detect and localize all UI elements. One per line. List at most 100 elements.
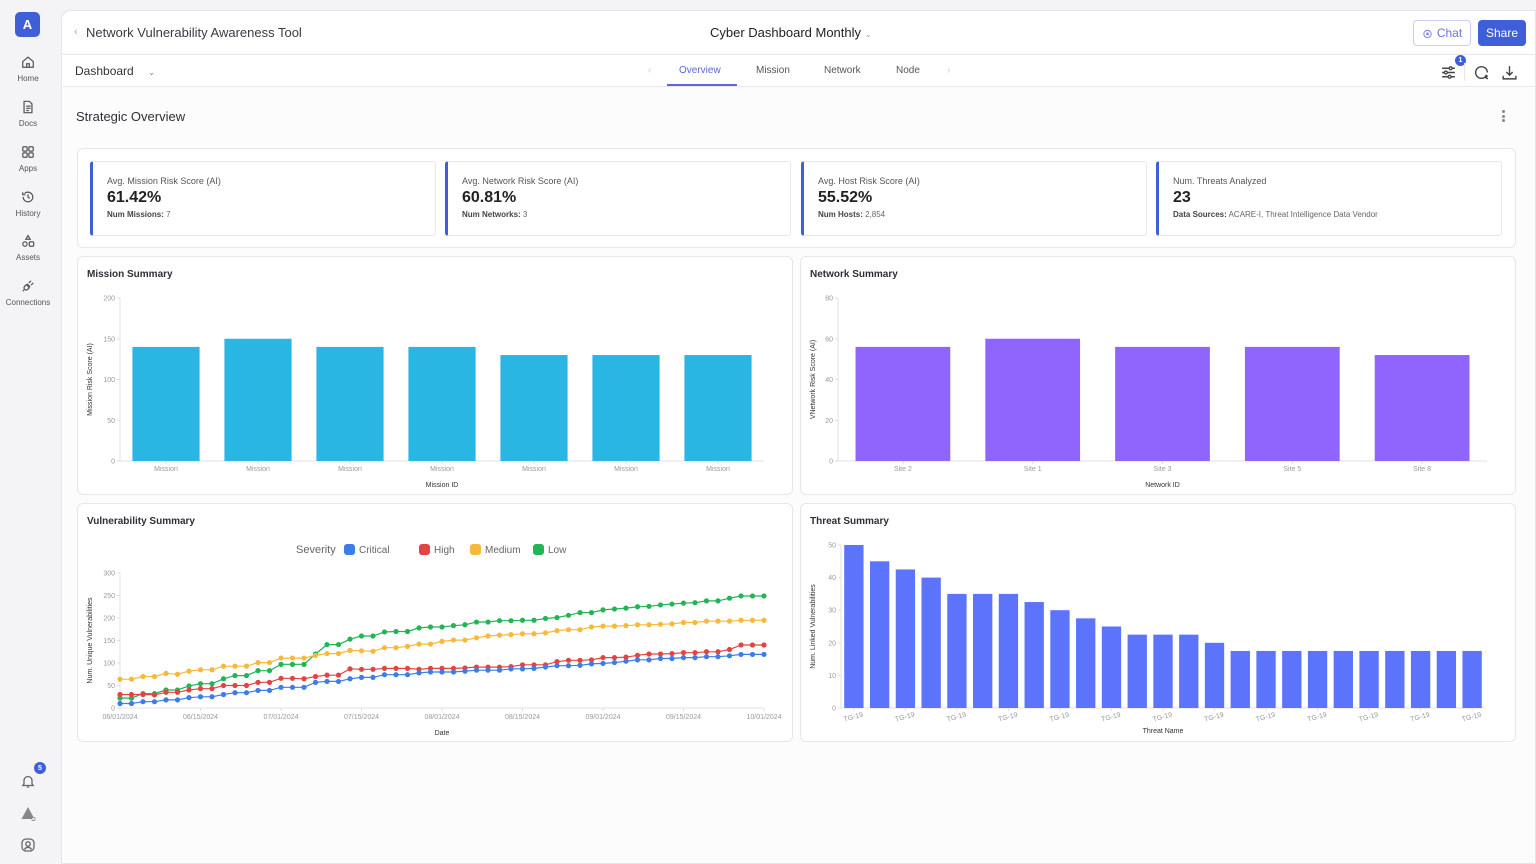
data-point-high [634,652,641,658]
data-point-low [657,602,664,608]
x-tick-label: TG-19 [1307,712,1328,724]
sidebar: A Home Docs Apps History Assets Connecti… [0,0,56,864]
bell-icon [21,775,35,788]
data-point-critical [450,669,457,675]
bar [895,569,916,708]
data-point-high [393,665,399,671]
data-point-critical [715,654,721,660]
add-comment-button[interactable] [1471,62,1491,82]
kpi-sub: Num Missions: 7 [107,210,421,219]
data-point-medium [151,673,158,680]
data-point-medium [232,663,238,669]
data-point-high [577,657,583,663]
x-tick-label: 10/01/2024 [746,714,781,721]
tab-scroll-right-icon[interactable]: › [947,65,951,76]
data-point-medium [657,621,664,627]
data-point-low [301,661,307,667]
data-point-medium [393,645,399,651]
data-point-medium [427,641,434,647]
alerts-button[interactable] [18,803,38,823]
data-point-medium [128,676,135,682]
sidebar-item-history[interactable]: History [0,190,56,218]
sidebar-item-docs[interactable]: Docs [0,100,56,128]
x-tick-label: Site 1 [1024,466,1042,473]
chat-button[interactable]: Chat [1413,20,1471,46]
data-point-high [600,655,606,661]
data-point-low [496,618,503,624]
x-tick-label: 09/01/2024 [585,714,620,721]
back-chevron-icon[interactable]: ‹ [74,26,78,38]
card-title: Network Summary [810,269,898,280]
data-point-low [255,668,261,674]
kpi-sub: Num Hosts: 2,854 [818,210,1132,219]
data-point-medium [738,617,744,623]
sidebar-item-assets[interactable]: Assets [0,234,56,262]
download-button[interactable] [1499,62,1519,82]
y-tick-label: 30 [828,608,836,615]
data-point-high [669,650,675,657]
data-point-low [600,607,606,613]
data-point-critical [117,700,123,707]
data-point-medium [669,621,675,627]
bar [1307,650,1328,708]
series-line-low [120,595,764,699]
data-point-critical [347,676,353,682]
sidebar-item-home[interactable]: Home [0,55,56,83]
data-point-medium [324,650,330,657]
tab-overview[interactable]: Overview [679,65,721,76]
dashboard-select[interactable]: Dashboard ⌄ [75,64,155,78]
data-point-high [565,657,572,663]
dashboard-title: Cyber Dashboard Monthly [710,25,862,40]
data-point-low [473,619,480,625]
data-point-high [117,691,123,698]
data-point-critical [209,694,215,700]
user-profile-button[interactable] [18,835,38,855]
data-point-low [232,673,238,679]
data-point-medium [209,667,215,673]
notifications-button[interactable] [18,771,38,791]
tab-node[interactable]: Node [896,65,920,76]
dashboard-title-dropdown[interactable]: Cyber Dashboard Monthly ⌄ [710,25,872,40]
sidebar-item-apps[interactable]: Apps [0,145,56,173]
kpi-row: Avg. Mission Risk Score (AI) 61.42% Num … [77,148,1516,248]
sidebar-item-label: Home [17,74,39,83]
share-button[interactable]: Share [1478,20,1526,46]
data-point-low [738,593,744,599]
kpi-card-mission-risk: Avg. Mission Risk Score (AI) 61.42% Num … [90,161,436,236]
data-point-critical [255,687,261,694]
x-tick-label: TG-19 [1101,712,1122,724]
legend-swatch [533,544,544,555]
sidebar-item-connections[interactable]: Connections [0,279,56,307]
bar [1115,346,1210,461]
data-point-high [404,665,411,671]
data-point-critical [703,654,710,660]
vulnerability-summary-card: Vulnerability Summary 0 50 100 150 200 250 300… [77,503,793,742]
bar [592,355,660,461]
filter-button[interactable] [1438,62,1458,82]
x-tick-label: TG-19 [946,712,967,724]
bar [855,346,951,461]
data-point-high [554,659,560,665]
data-point-low [531,617,537,623]
app-logo[interactable]: A [15,12,40,37]
x-tick-label: Mission [522,466,546,473]
tab-mission[interactable]: Mission [756,65,790,76]
data-point-medium [404,643,411,649]
x-tick-label: 09/15/2024 [666,714,701,721]
more-options-icon[interactable] [1498,108,1508,124]
data-point-critical [174,697,181,703]
x-tick-label: Mission [430,466,454,473]
apps-grid-icon [22,146,34,158]
data-point-low [381,629,388,635]
data-point-medium [588,624,595,630]
bar [1204,642,1225,708]
data-point-low [623,605,629,611]
tab-network[interactable]: Network [824,65,861,76]
bar [132,346,200,461]
section-title: Strategic Overview [76,109,186,124]
chevron-down-icon: ⌄ [147,67,156,77]
download-icon [1501,65,1517,80]
data-point-low [186,683,192,689]
data-point-medium [565,627,572,633]
tab-scroll-left-icon[interactable]: ‹ [648,65,652,76]
